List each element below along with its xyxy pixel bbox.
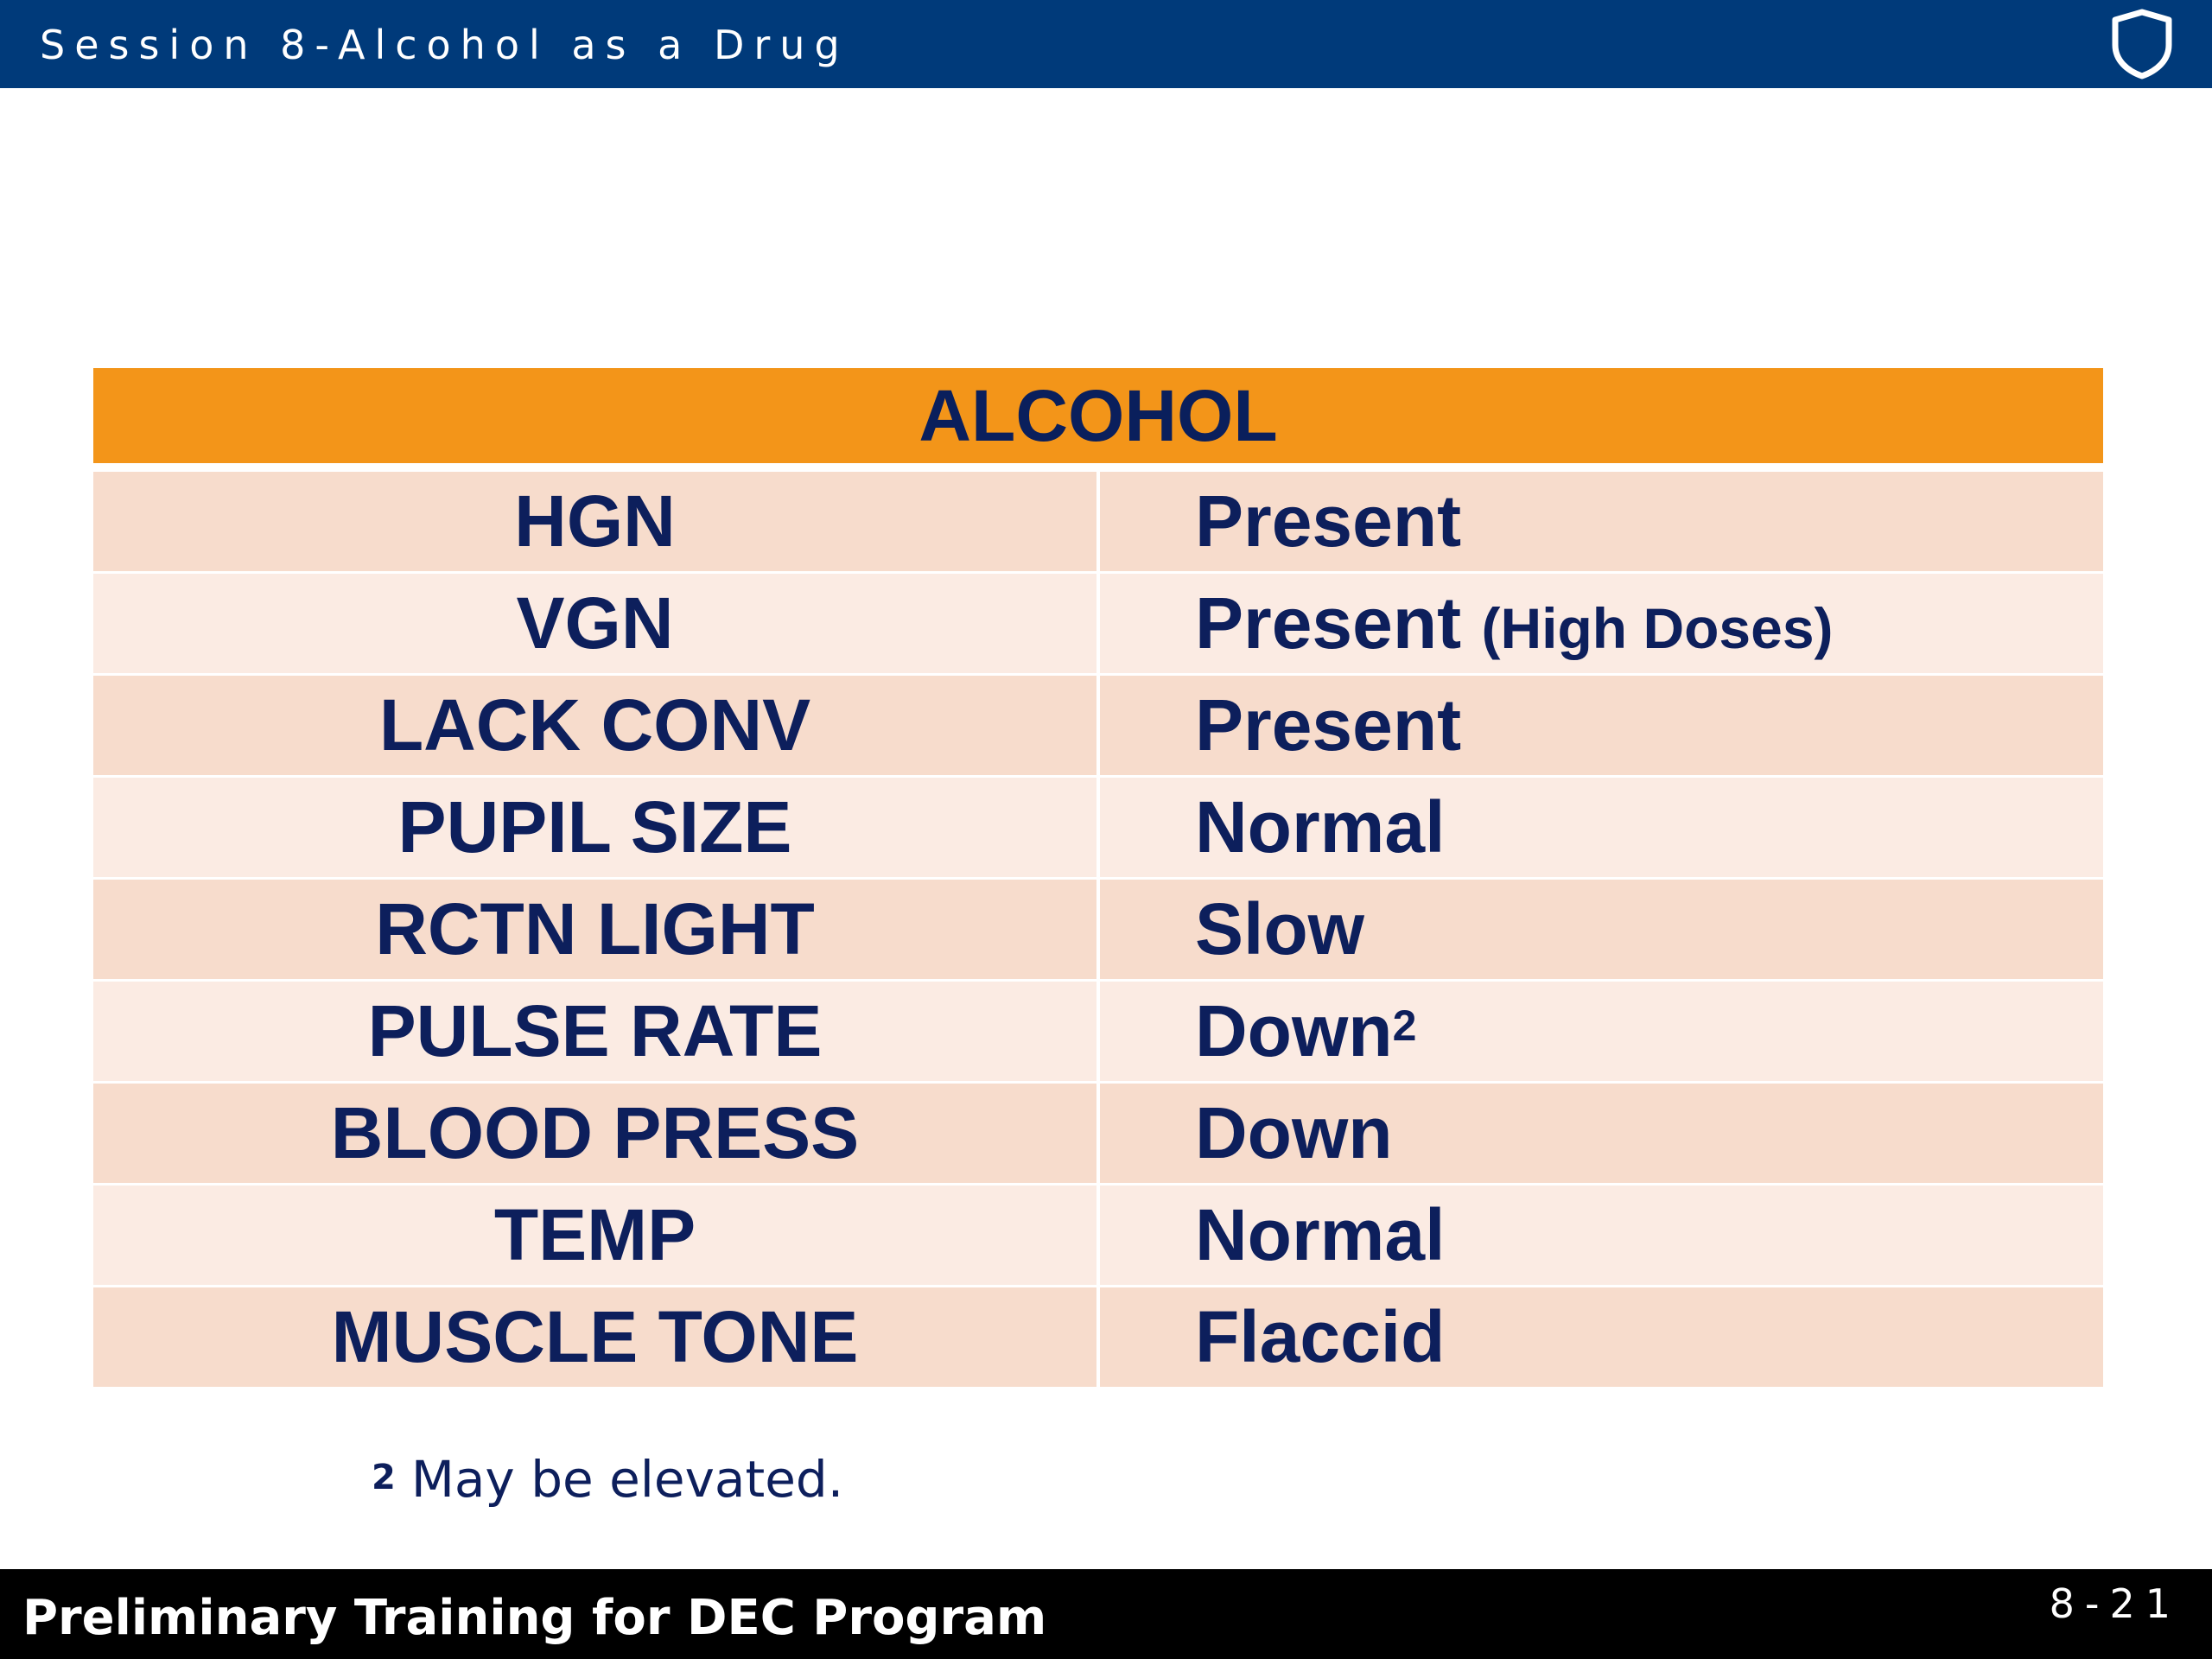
row-label: PUPIL SIZE <box>93 778 1096 877</box>
row-value-note: (High Doses) <box>1481 596 1834 660</box>
row-value: Present <box>1195 480 1462 562</box>
table-row: PULSE RATE Down2 <box>93 982 2103 1081</box>
alcohol-indicator-table: ALCOHOL HGN Present VGN Present (High Do… <box>93 368 2103 1389</box>
shield-icon <box>2112 9 2172 79</box>
row-value-cell: Slow <box>1100 880 2103 979</box>
footnote-mark: 2 <box>372 1458 396 1497</box>
row-label: TEMP <box>93 1185 1096 1285</box>
row-value: Normal <box>1195 1194 1446 1275</box>
row-value: Present <box>1195 582 1462 664</box>
row-label: BLOOD PRESS <box>93 1084 1096 1183</box>
table-row: PUPIL SIZE Normal <box>93 778 2103 877</box>
footer-bar: Preliminary Training for DEC Program 8-2… <box>0 1569 2212 1659</box>
table-row: BLOOD PRESS Down <box>93 1084 2103 1183</box>
row-label: VGN <box>93 574 1096 673</box>
row-value-cell: Normal <box>1100 1185 2103 1285</box>
program-title: Preliminary Training for DEC Program <box>22 1590 1047 1646</box>
table-row: MUSCLE TONE Flaccid <box>93 1287 2103 1387</box>
table-row: HGN Present <box>93 472 2103 571</box>
row-value: Down <box>1195 990 1393 1071</box>
row-value-cell: Down2 <box>1100 982 2103 1081</box>
row-value: Present <box>1195 684 1462 766</box>
row-label: HGN <box>93 472 1096 571</box>
footnote-text: May be elevated. <box>410 1450 844 1509</box>
row-value-cell: Down <box>1100 1084 2103 1183</box>
row-value-cell: Flaccid <box>1100 1287 2103 1387</box>
row-label: RCTN LIGHT <box>93 880 1096 979</box>
table-row: TEMP Normal <box>93 1185 2103 1285</box>
row-value: Slow <box>1195 888 1365 969</box>
table-row: RCTN LIGHT Slow <box>93 880 2103 979</box>
row-value: Flaccid <box>1195 1296 1446 1377</box>
row-value: Down <box>1195 1092 1393 1173</box>
table-title: ALCOHOL <box>93 368 2103 463</box>
page-number: 8-21 <box>2049 1580 2181 1627</box>
row-value: Normal <box>1195 786 1446 868</box>
session-title: Session 8-Alcohol as a Drug <box>40 22 849 68</box>
row-value-cell: Present (High Doses) <box>1100 574 2103 673</box>
table-row: LACK CONV Present <box>93 676 2103 775</box>
footnote: 2 May be elevated. <box>372 1445 843 1514</box>
row-value-cell: Present <box>1100 472 2103 571</box>
row-value-cell: Normal <box>1100 778 2103 877</box>
row-value-cell: Present <box>1100 676 2103 775</box>
footnote-reference: 2 <box>1392 1001 1417 1050</box>
header-bar: Session 8-Alcohol as a Drug <box>0 0 2212 88</box>
table-row: VGN Present (High Doses) <box>93 574 2103 673</box>
row-label: MUSCLE TONE <box>93 1287 1096 1387</box>
row-label: PULSE RATE <box>93 982 1096 1081</box>
row-label: LACK CONV <box>93 676 1096 775</box>
